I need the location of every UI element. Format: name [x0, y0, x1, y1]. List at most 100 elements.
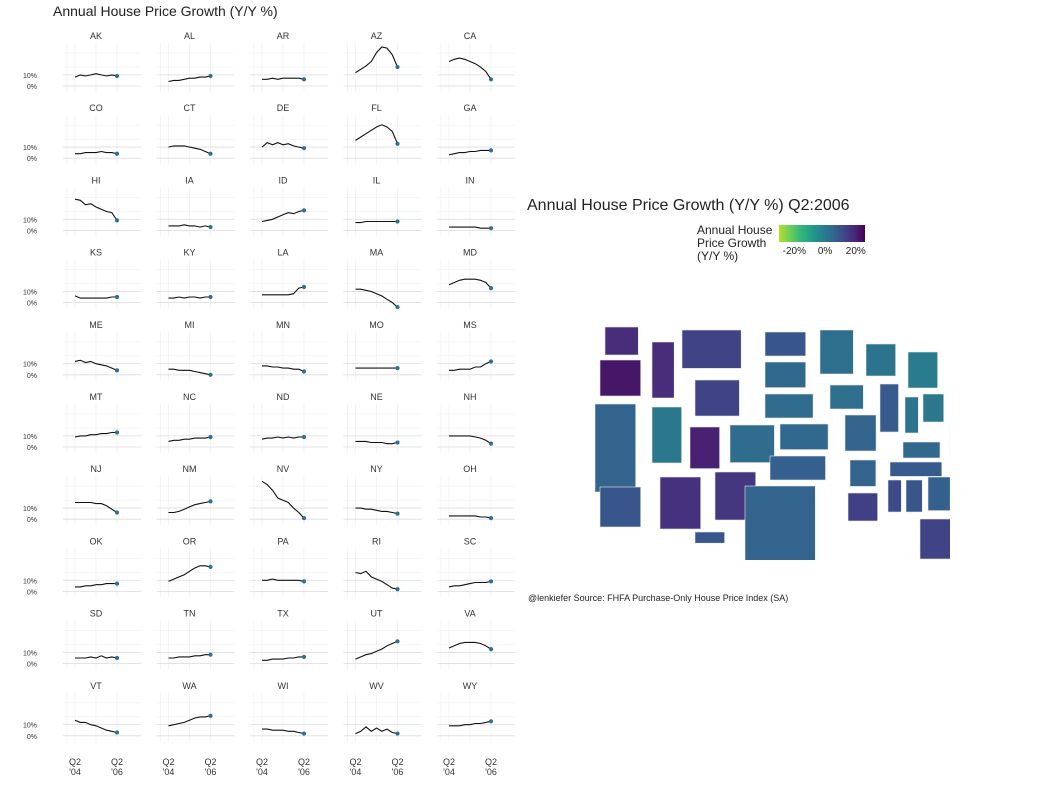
- panel-label: NY: [370, 464, 383, 474]
- panel-label: WI: [278, 681, 289, 691]
- series-line: [355, 570, 398, 590]
- y-tick-label: 0%: [27, 517, 37, 524]
- panel-label: AR: [277, 31, 290, 41]
- y-tick-label: 10%: [23, 506, 37, 513]
- last-point: [208, 372, 213, 377]
- last-point: [488, 77, 494, 82]
- series-line: [74, 295, 117, 299]
- panel-label: NJ: [91, 464, 102, 474]
- panel-label: AZ: [371, 31, 383, 41]
- panel-label: RI: [372, 536, 381, 546]
- series-line: [449, 720, 492, 727]
- series-line: [74, 198, 118, 221]
- y-tick-label: 0%: [27, 589, 37, 596]
- panel-nh: NH: [437, 392, 515, 453]
- series-line: [262, 728, 305, 735]
- state-hi: [694, 531, 725, 544]
- state-tn: [889, 461, 943, 477]
- panel-tn: TN: [156, 609, 235, 670]
- panel-label: MI: [185, 320, 195, 330]
- y-tick-label: 0%: [27, 734, 37, 741]
- small-multiples-title: Annual House Price Growth (Y/Y %): [53, 3, 278, 19]
- x-tick-label: '04: [256, 767, 268, 777]
- panel-nc: NC: [156, 392, 235, 453]
- last-point: [301, 731, 307, 736]
- last-point: [488, 647, 494, 652]
- legend-tick-label: 0%: [817, 246, 833, 257]
- last-point: [208, 652, 213, 657]
- panel-ct: CT: [156, 103, 235, 165]
- panel-sd: SD: [63, 609, 141, 670]
- last-point: [395, 587, 400, 592]
- x-tick-label: Q2: [485, 757, 497, 767]
- series-line: [355, 124, 399, 144]
- last-point: [301, 515, 307, 521]
- series-line: [262, 656, 304, 661]
- state-ok: [769, 455, 826, 481]
- panel-label: WY: [463, 681, 478, 691]
- y-tick-label: 0%: [27, 301, 37, 308]
- x-tick-label: Q2: [162, 757, 174, 767]
- panel-label: DE: [277, 103, 290, 113]
- series-line: [449, 515, 492, 519]
- y-tick-label: 0%: [27, 445, 37, 452]
- state-in: [904, 396, 919, 434]
- y-tick-label: 10%: [23, 650, 37, 657]
- panel-al: AL: [156, 31, 235, 92]
- last-point: [395, 141, 400, 146]
- panel-ca: CA: [437, 31, 515, 92]
- panel-label: PA: [277, 536, 288, 546]
- series-line: [262, 365, 305, 373]
- panel-ok: OK: [63, 536, 141, 598]
- panel-label: AK: [90, 31, 102, 41]
- state-mi: [907, 351, 938, 389]
- last-point: [488, 359, 494, 364]
- state-wa: [604, 326, 639, 356]
- panel-label: NC: [183, 392, 196, 402]
- panel-ak: AK: [63, 31, 141, 92]
- last-point: [301, 579, 307, 584]
- state-ms: [887, 479, 902, 513]
- panel-la: LA: [250, 248, 328, 309]
- last-point: [395, 366, 400, 371]
- state-id: [651, 341, 675, 399]
- series-line: [448, 278, 492, 289]
- panel-label: ME: [89, 320, 103, 330]
- panel-ia: IA: [156, 175, 235, 237]
- panel-vt: VT: [63, 681, 141, 742]
- x-tick-label: Q2: [443, 757, 455, 767]
- panel-ks: KS: [63, 248, 141, 309]
- panel-mo: MO: [343, 320, 422, 381]
- state-ks: [779, 423, 829, 450]
- last-point: [208, 294, 213, 300]
- last-point: [114, 581, 120, 586]
- panel-label: OR: [183, 536, 197, 546]
- panel-label: GA: [463, 103, 476, 113]
- panel-pa: PA: [250, 536, 328, 598]
- panel-label: IA: [185, 175, 194, 185]
- panel-label: LA: [277, 248, 288, 258]
- panel-label: ID: [279, 175, 289, 185]
- panel-md: MD: [437, 248, 515, 309]
- panel-hi: HI: [63, 175, 141, 237]
- last-point: [208, 434, 213, 440]
- us-map: [594, 326, 950, 560]
- panel-ar: AR: [250, 31, 328, 92]
- last-point: [301, 77, 307, 82]
- series-line: [261, 480, 305, 519]
- last-point: [301, 208, 307, 213]
- last-point: [114, 655, 120, 661]
- last-point: [114, 218, 120, 223]
- panel-fl: FL: [343, 103, 422, 165]
- series-line: [74, 719, 118, 734]
- panel-nv: NV: [250, 464, 328, 526]
- panel-label: WV: [369, 681, 384, 691]
- state-ca: [594, 403, 637, 493]
- last-point: [114, 151, 120, 156]
- y-tick-label: 10%: [23, 217, 37, 224]
- panel-ny: NY: [343, 464, 422, 526]
- panel-ma: MA: [343, 248, 422, 310]
- series-line: [449, 226, 491, 229]
- panel-label: WA: [182, 681, 196, 691]
- legend-title-line: Annual House: [697, 223, 773, 237]
